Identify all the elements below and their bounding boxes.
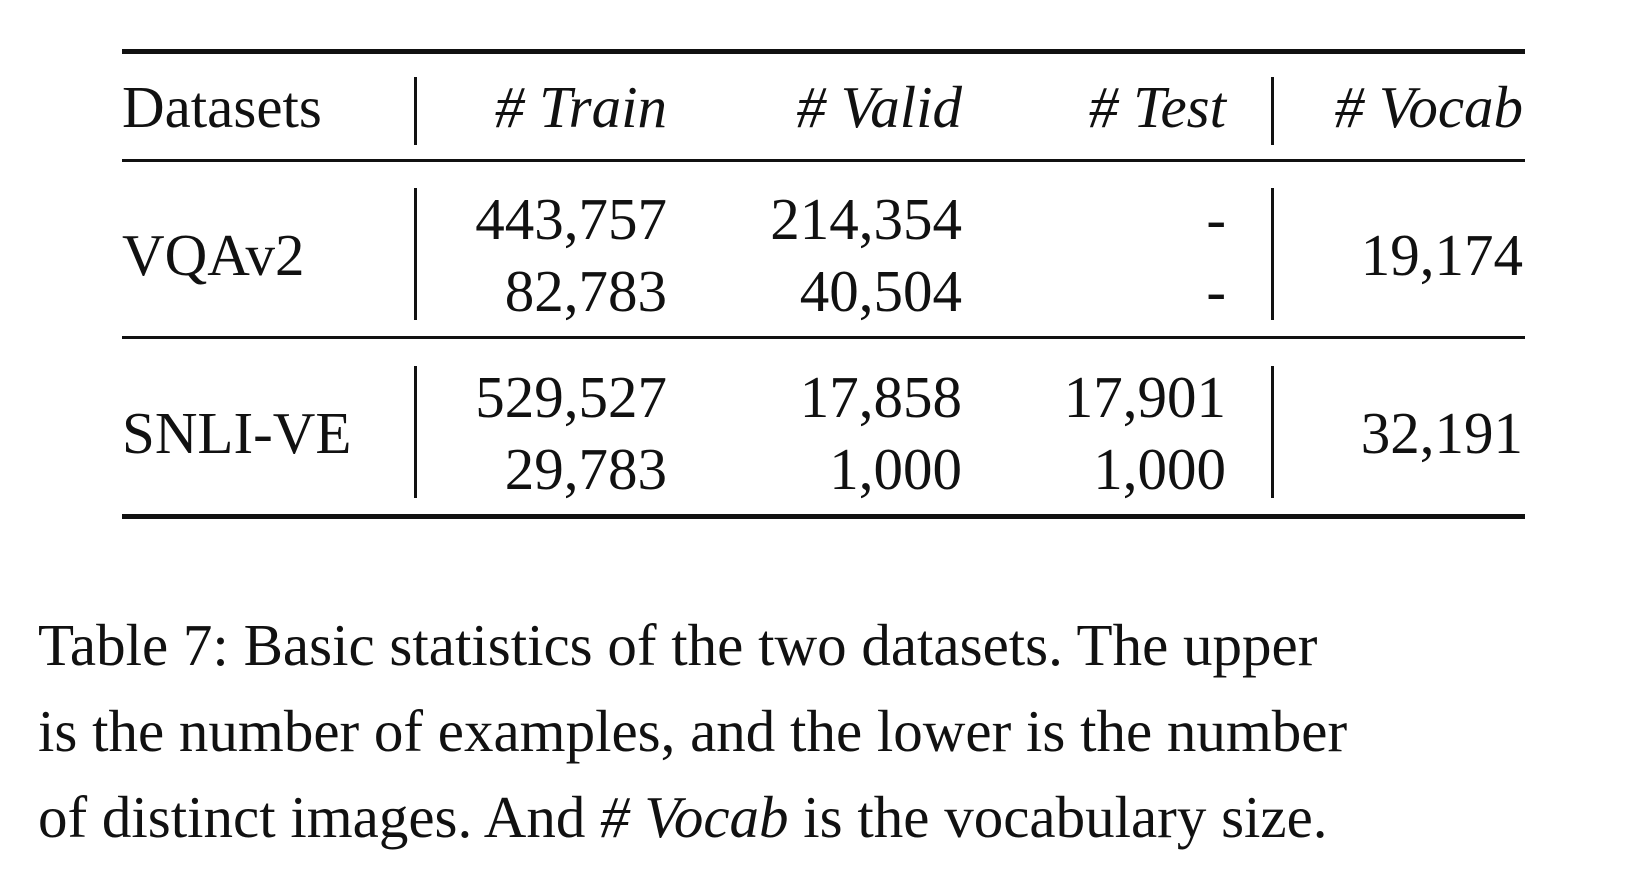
column-separator [414, 77, 417, 145]
test-images: - [1206, 258, 1226, 324]
train-images: 82,783 [504, 258, 667, 324]
valid-images: 1,000 [829, 436, 962, 502]
column-separator [414, 366, 417, 498]
test-images: 1,000 [1093, 436, 1226, 502]
column-separator [414, 188, 417, 320]
train-count: 529,527 [475, 364, 667, 430]
header-datasets: Datasets [122, 74, 322, 140]
dataset-name: SNLI-VE [122, 400, 352, 466]
caption-line-3: of distinct images. And # Vocab is the v… [38, 774, 1618, 860]
column-separator [1271, 188, 1274, 320]
train-images: 29,783 [504, 436, 667, 502]
valid-count: 17,858 [799, 364, 962, 430]
caption-vocab-term: # Vocab [600, 784, 789, 850]
table-top-rule [122, 49, 1525, 54]
header-test: # Test [1088, 74, 1226, 140]
caption-text: of distinct images. And [38, 784, 601, 850]
train-count: 443,757 [475, 186, 667, 252]
table-bottom-rule [122, 514, 1525, 519]
caption-text: is the vocabulary size. [788, 784, 1328, 850]
header-vocab: # Vocab [1334, 74, 1523, 140]
table-header-rule [122, 159, 1525, 162]
test-count: - [1206, 186, 1226, 252]
vocab-size: 32,191 [1360, 400, 1523, 466]
dataset-name: VQAv2 [122, 222, 305, 288]
header-valid: # Valid [796, 74, 962, 140]
table-row-separator [122, 336, 1525, 339]
column-separator [1271, 77, 1274, 145]
table-caption: Table 7: Basic statistics of the two dat… [38, 602, 1618, 860]
caption-line-1: Table 7: Basic statistics of the two dat… [38, 612, 1318, 678]
valid-images: 40,504 [799, 258, 962, 324]
test-count: 17,901 [1063, 364, 1226, 430]
vocab-size: 19,174 [1360, 222, 1523, 288]
column-separator [1271, 366, 1274, 498]
caption-line-2: is the number of examples, and the lower… [38, 698, 1348, 764]
header-train: # Train [494, 74, 667, 140]
valid-count: 214,354 [770, 186, 962, 252]
